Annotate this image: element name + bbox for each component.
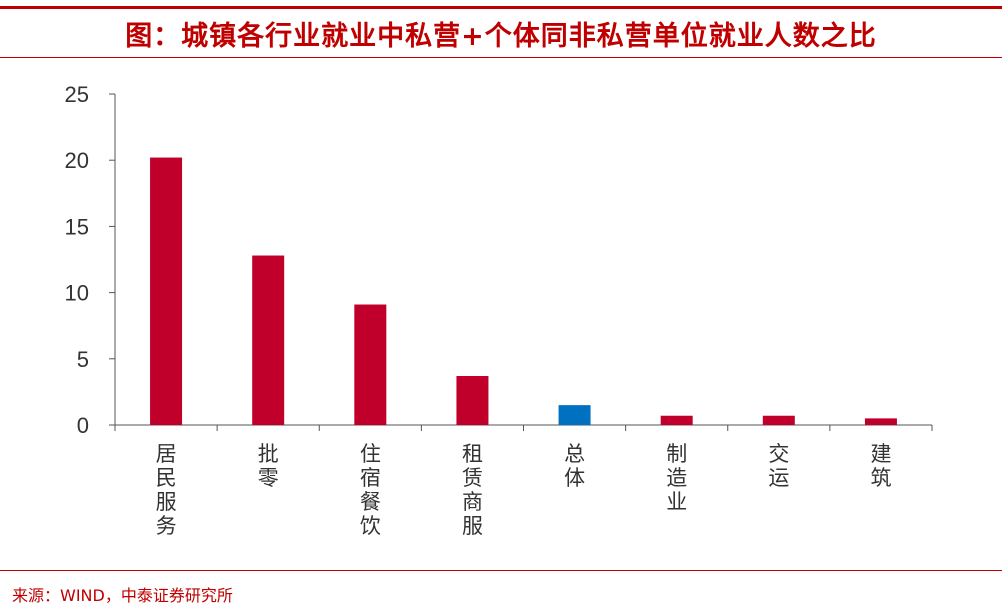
- source-top-rule: [0, 570, 1002, 571]
- bar-1: [150, 157, 183, 425]
- category-label: 总体: [564, 442, 585, 490]
- category-label: 交运: [768, 442, 789, 490]
- bars: [150, 157, 897, 425]
- bar-6: [660, 415, 693, 425]
- y-tick-label: 10: [65, 281, 89, 306]
- source-note: 来源：WIND，中泰证券研究所: [12, 586, 233, 605]
- category-label: 批零: [258, 442, 279, 490]
- title-top-rule: [0, 6, 1002, 9]
- bar-chart: 0 5 10 15 20 25 居民服务 批零 住宿餐饮 租赁商服 总体 制造业 交运 建筑: [65, 82, 933, 538]
- bar-8: [864, 418, 897, 425]
- y-tick-label: 15: [65, 214, 89, 239]
- category-label: 建筑: [870, 442, 891, 490]
- category-label: 制造业: [666, 442, 687, 514]
- chart-title: 图：城镇各行业就业中私营+个体同非私营单位就业人数之比: [125, 21, 877, 52]
- bar-7: [762, 415, 795, 425]
- y-tick-label: 5: [77, 347, 89, 372]
- bar-3: [354, 304, 387, 425]
- category-labels: 居民服务 批零 住宿餐饮 租赁商服 总体 制造业 交运 建筑: [156, 442, 892, 538]
- bar-4: [456, 376, 489, 425]
- category-label: 居民服务: [156, 442, 177, 538]
- bar-2: [252, 255, 285, 425]
- axes: 0 5 10 15 20 25: [65, 82, 933, 438]
- y-tick-label: 25: [65, 82, 89, 107]
- y-tick-label: 0: [77, 413, 89, 438]
- bar-5: [558, 405, 591, 425]
- y-tick-label: 20: [65, 148, 89, 173]
- title-bottom-rule: [0, 57, 1002, 58]
- category-label: 租赁商服: [462, 442, 483, 538]
- plot-area: [38, 62, 966, 562]
- category-label: 住宿餐饮: [360, 442, 381, 538]
